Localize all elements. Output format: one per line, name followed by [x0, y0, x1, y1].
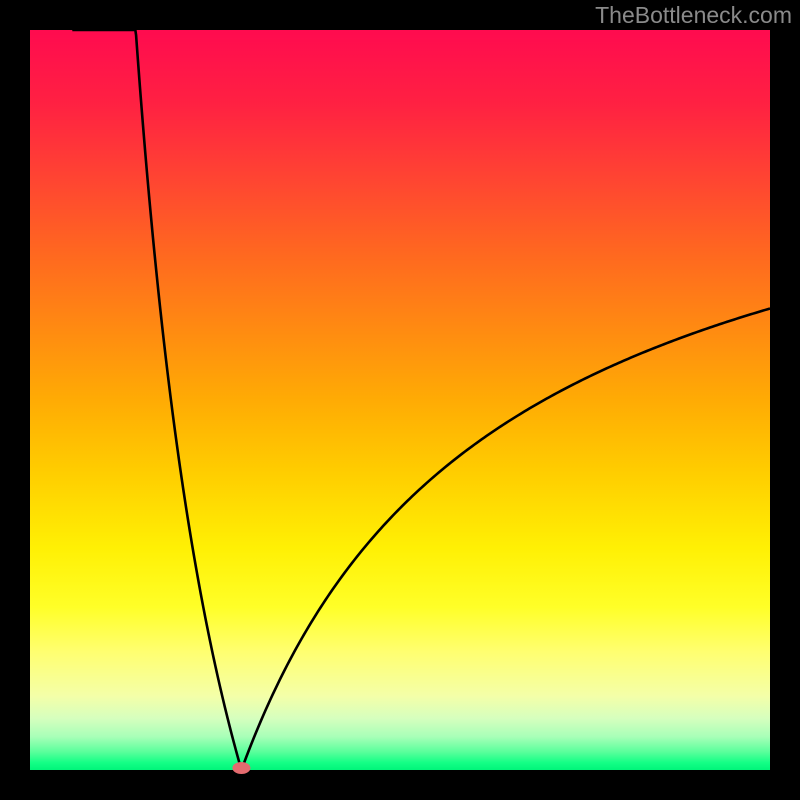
bottleneck-chart: [0, 0, 800, 800]
watermark-text: TheBottleneck.com: [595, 2, 792, 29]
minimum-marker: [232, 762, 250, 774]
chart-container: TheBottleneck.com: [0, 0, 800, 800]
plot-area: [30, 30, 770, 770]
